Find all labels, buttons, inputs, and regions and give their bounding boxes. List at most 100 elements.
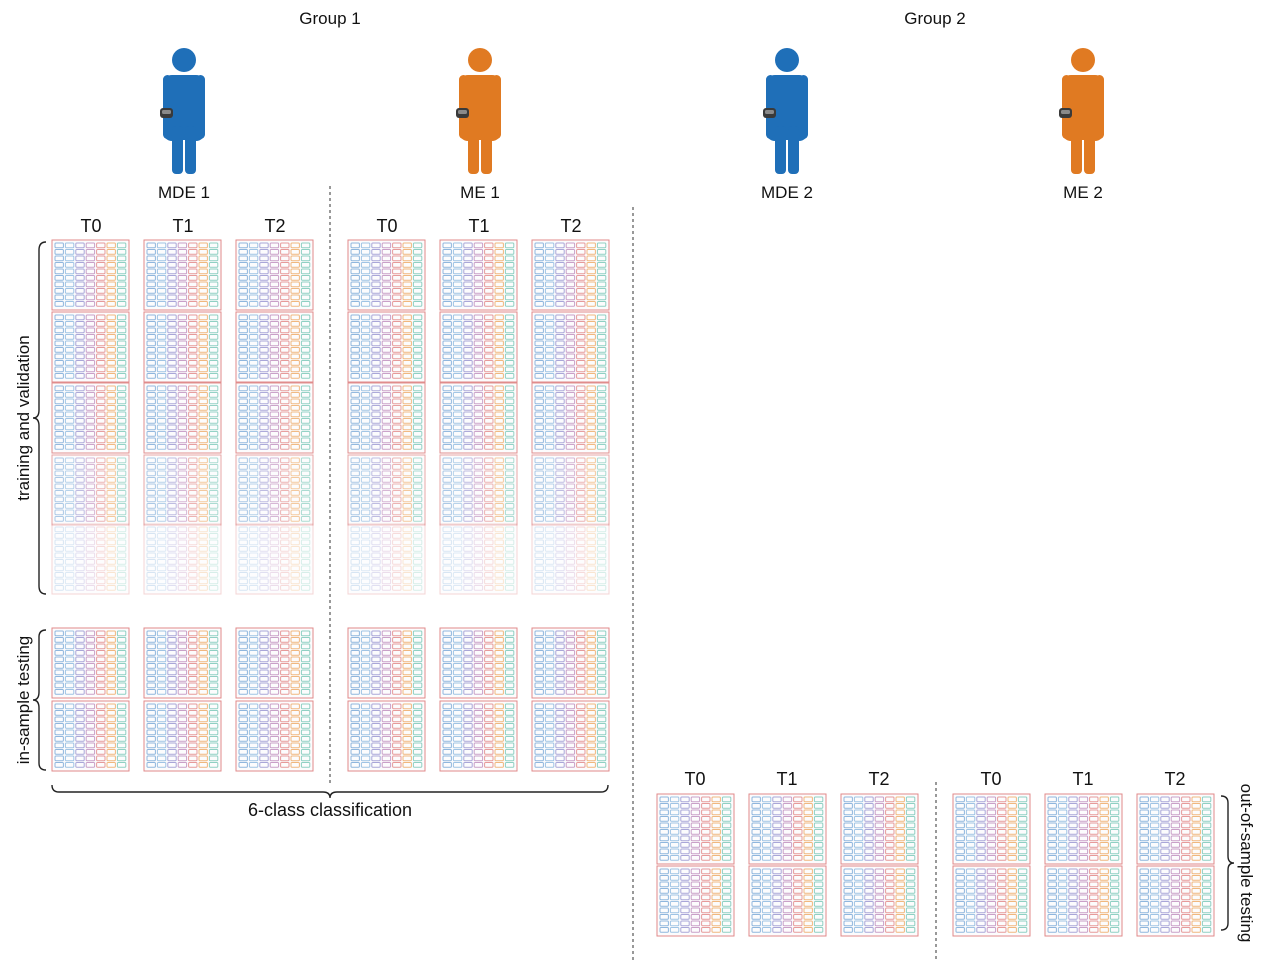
grid-cell [905,796,916,803]
grid-cell [75,360,85,366]
grid-cell [1201,901,1212,907]
grid-cell [463,643,473,650]
grid-cell [248,682,259,689]
grid-cell [721,894,732,901]
grid-cell [955,875,965,881]
grid-cell [402,255,412,262]
grid-cell [85,418,96,424]
grid-cell [146,275,156,281]
grid-cell [452,242,463,249]
grid-cell [360,546,371,552]
grid-cell [96,366,106,373]
grid-cell [177,509,188,516]
grid-cell [772,875,782,881]
grid-cell [269,539,280,546]
grid-cell [64,762,75,768]
grid-cell [156,503,167,509]
grid-cell [96,559,106,565]
grid-cell [96,477,106,483]
grid-cell [238,294,248,301]
grid-cell [494,275,504,281]
grid-cell [85,578,96,585]
grid-cell [843,888,853,894]
grid-cell [555,360,565,366]
grid-cell [473,762,484,768]
grid-cell [177,268,188,275]
grid-cell [259,360,269,366]
grid-cell [442,464,452,470]
grid-cell [494,572,504,578]
grid-cell [1181,816,1191,822]
grid-cell [96,281,106,288]
grid-cell [772,816,782,822]
training-sample-grid [51,382,130,454]
grid-cell [208,503,219,509]
grid-cell [484,552,494,559]
grid-cell [360,314,371,321]
grid-cell [534,275,544,281]
grid-cell [565,572,576,578]
grid-cell [864,809,874,816]
grid-cell [350,242,360,249]
grid-cell [96,490,106,496]
grid-cell [596,366,607,373]
grid-cell [156,526,167,533]
grid-cell [555,755,565,762]
subject-mde1-figure [160,48,205,174]
grid-cell [504,676,515,682]
grid-cell [494,353,504,360]
grid-cell [208,749,219,755]
grid-cell [721,875,732,881]
grid-cell [350,585,360,591]
grid-cell [494,431,504,437]
grid-cell [300,526,311,533]
grid-cell [452,496,463,503]
grid-cell [300,749,311,755]
grid-cell [412,294,423,301]
grid-cell [565,301,576,307]
grid-cell [402,477,412,483]
grid-cell [473,477,484,483]
grid-cell [280,340,290,347]
grid-cell [85,552,96,559]
grid-cell [300,503,311,509]
grid-cell [96,578,106,585]
grid-cell [659,901,669,907]
grid-cell [156,643,167,650]
grid-cell [494,366,504,373]
grid-cell [259,314,269,321]
grid-cell [280,483,290,490]
grid-cell [905,894,916,901]
grid-cell [1109,848,1120,855]
grid-cell [793,796,803,803]
grid-cell [1057,842,1068,848]
grid-cell [1170,848,1181,855]
grid-cell [576,255,586,262]
grid-cell [544,321,555,327]
grid-cell [106,578,116,585]
grid-cell [596,663,607,669]
grid-cell [156,676,167,682]
grid-cell [586,559,596,565]
grid-cell [596,572,607,578]
out-of-sample-grid [656,865,735,937]
grid-cell [895,835,905,842]
grid-cell [238,249,248,255]
grid-cell [64,565,75,572]
grid-cell [208,755,219,762]
grid-cell [280,689,290,695]
grid-cell [290,288,300,294]
grid-cell [761,881,772,888]
grid-cell [85,268,96,275]
grid-cell [534,321,544,327]
grid-cell [463,650,473,656]
grid-cell [248,314,259,321]
grid-cell [156,477,167,483]
grid-cell [350,509,360,516]
training-sample-grid [439,454,518,526]
grid-cell [905,888,916,894]
grid-cell [259,643,269,650]
grid-cell [392,360,402,366]
grid-cell [1149,868,1160,875]
grid-cell [360,742,371,749]
